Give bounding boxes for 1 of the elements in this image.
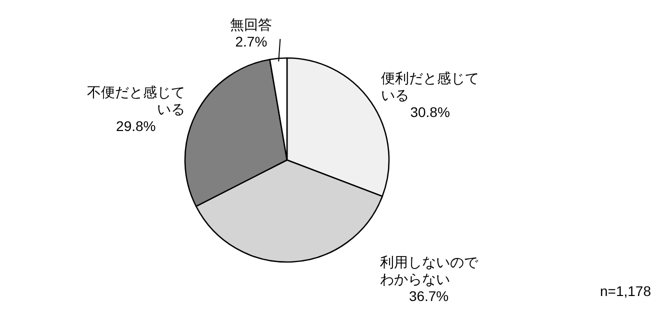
text: n=1,178 <box>600 283 652 299</box>
